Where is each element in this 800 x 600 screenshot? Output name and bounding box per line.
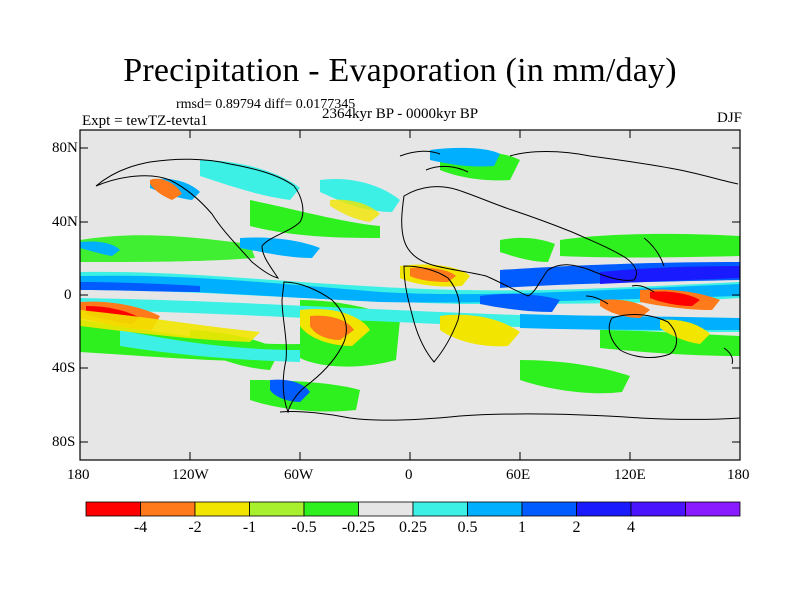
lon-tick-label: 60W xyxy=(284,467,314,483)
colorbar-label: -4 xyxy=(133,519,148,536)
lat-tick-label: 80N xyxy=(52,140,78,156)
axis-ticks xyxy=(79,130,741,460)
colorbar-label: 0.25 xyxy=(399,519,427,536)
period-text: 2364kyr BP - 0000kyr BP xyxy=(322,106,479,122)
lat-tick-label: 80S xyxy=(52,434,76,450)
lon-tick-label: 180 xyxy=(67,467,90,483)
season-label: DJF xyxy=(716,110,742,126)
lon-tick-label: 60E xyxy=(506,467,531,483)
colorbar-label: -1 xyxy=(242,519,257,536)
lon-tick-label: 120W xyxy=(172,467,209,483)
colorbar-label: -0.25 xyxy=(341,519,376,536)
lat-tick-label: 40S xyxy=(52,360,76,376)
coastlines xyxy=(95,150,740,421)
lon-tick-label: 180 xyxy=(727,467,750,483)
precip-field xyxy=(80,147,740,412)
colorbar-label: 4 xyxy=(627,519,635,536)
map-title: Precipitation - Evaporation (in mm/day) xyxy=(123,52,677,89)
colorbar-label: 2 xyxy=(572,519,581,536)
colorbar-label: 0.5 xyxy=(457,519,478,536)
lon-tick-label: 120E xyxy=(614,467,646,483)
lat-tick-label: 40N xyxy=(52,214,78,230)
colorbar-label: 1 xyxy=(518,519,526,536)
colorbar-label: -2 xyxy=(188,519,202,536)
colorbar-label: -0.5 xyxy=(291,519,317,536)
statistics-text: rmsd= 0.89794 diff= 0.0177345 xyxy=(176,97,356,112)
lon-tick-label: 0 xyxy=(405,467,413,483)
experiment-label: Expt = tewTZ-tevta1 xyxy=(82,113,208,129)
lat-tick-label: 0 xyxy=(64,287,72,303)
